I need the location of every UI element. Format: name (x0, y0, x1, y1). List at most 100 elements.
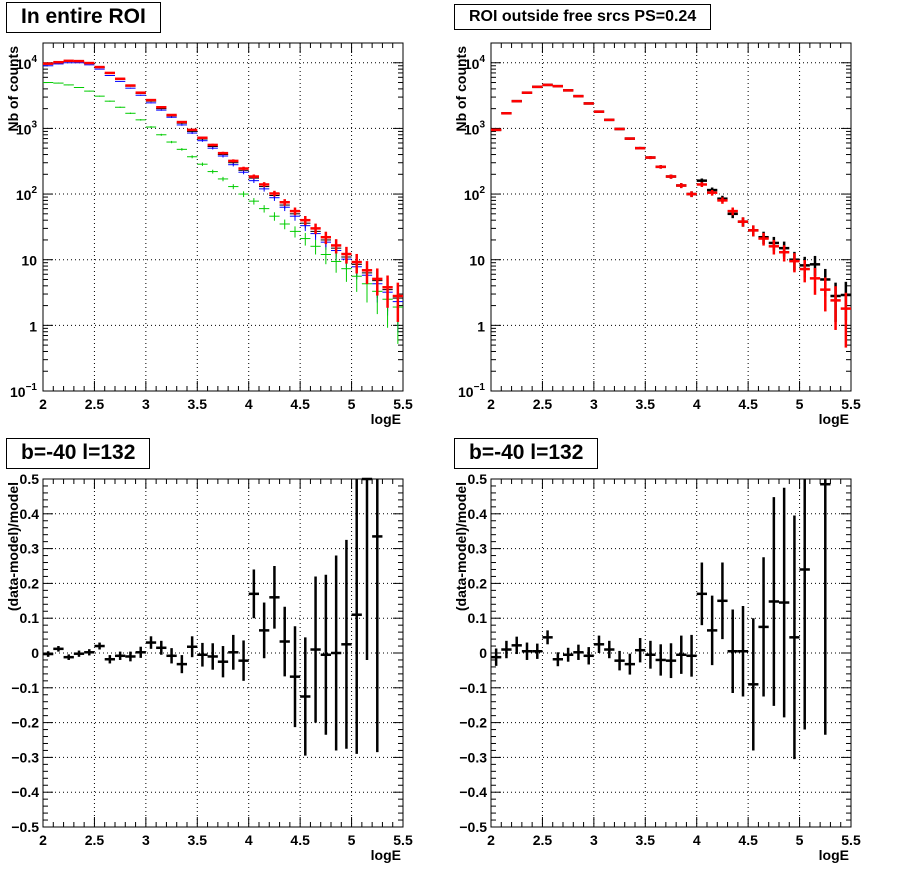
data-point (392, 282, 403, 322)
y-tick-label: 10−1 (458, 382, 485, 400)
data-point (43, 82, 54, 84)
data-point (166, 113, 177, 117)
data-series (491, 479, 831, 760)
data-point (583, 647, 594, 665)
data-point (115, 80, 126, 82)
data-point (624, 653, 635, 675)
y-tick-label: 103 (16, 119, 38, 137)
data-point (259, 205, 270, 213)
data-point (686, 191, 697, 198)
x-axis-label: logE (371, 847, 401, 863)
data-point (341, 539, 352, 749)
y-tick-label: −0.4 (459, 784, 487, 800)
data-point (768, 239, 779, 255)
data-point (351, 479, 362, 754)
data-point (758, 557, 769, 697)
data-point (84, 649, 95, 656)
x-tick-label: 2.5 (85, 396, 105, 412)
x-tick-label: 2.5 (533, 396, 553, 412)
data-point (207, 169, 218, 174)
data-series (491, 83, 851, 322)
x-tick-label: 2.5 (85, 832, 105, 848)
data-point (145, 98, 157, 102)
data-point (501, 640, 512, 659)
data-point (331, 253, 342, 273)
data-point (94, 65, 105, 69)
y-tick-label: −0.2 (459, 715, 487, 731)
data-point (279, 219, 290, 230)
data-point (125, 651, 136, 662)
data-point (686, 634, 697, 677)
data-point (279, 199, 290, 206)
data-point (820, 277, 831, 312)
data-point (676, 183, 687, 189)
data-point (789, 515, 800, 760)
data-point (604, 640, 615, 659)
data-point (696, 182, 707, 187)
y-tick-label: 1 (29, 318, 37, 334)
y-tick-label: −0.5 (459, 819, 487, 835)
data-point (145, 102, 157, 104)
data-point (289, 626, 301, 728)
x-axis-label: logE (819, 411, 849, 427)
data-point (125, 84, 136, 87)
data-point (228, 159, 239, 163)
data-point (727, 609, 738, 694)
x-tick-label: 2 (39, 396, 47, 412)
data-point (696, 562, 707, 626)
x-tick-label: 5.5 (393, 396, 413, 412)
data-series (491, 83, 851, 348)
x-tick-label: 5 (796, 832, 804, 848)
x-tick-label: 3.5 (636, 396, 656, 412)
data-point (279, 606, 290, 677)
x-axis-label: logE (819, 847, 849, 863)
x-tick-label: 3.5 (188, 396, 208, 412)
data-point (197, 642, 208, 667)
y-tick-label: 0.1 (20, 610, 40, 626)
data-point (176, 148, 187, 151)
x-tick-label: 4 (245, 832, 253, 848)
data-point (768, 497, 779, 706)
data-point (94, 95, 105, 97)
x-tick-label: 4 (693, 396, 701, 412)
data-point (542, 83, 553, 87)
data-point (593, 635, 605, 653)
data-point (94, 68, 105, 70)
data-point (604, 118, 615, 122)
x-tick-label: 3 (590, 396, 598, 412)
data-point (176, 120, 187, 124)
data-point (104, 74, 115, 76)
data-point (341, 246, 352, 264)
data-point (156, 106, 167, 109)
data-series (43, 59, 403, 322)
data-point (491, 128, 502, 132)
data-point (361, 477, 373, 660)
data-point (511, 636, 522, 655)
data-point (593, 110, 605, 113)
data-point (320, 231, 331, 245)
data-point (665, 643, 677, 679)
y-tick-label: −0.3 (11, 749, 39, 765)
x-tick-label: 4 (693, 832, 701, 848)
x-tick-label: 4.5 (738, 832, 758, 848)
data-point (187, 128, 198, 132)
y-tick-label: 0.5 (468, 471, 488, 487)
data-point (104, 71, 115, 75)
data-point (372, 479, 383, 753)
data-point (779, 487, 790, 718)
x-tick-label: 2 (39, 832, 47, 848)
data-point (665, 174, 677, 179)
plot-frame (42, 42, 404, 392)
y-tick-label: 1 (477, 318, 485, 334)
data-point (707, 595, 718, 666)
y-tick-label: 0.2 (468, 575, 488, 591)
y-tick-label: −0.5 (11, 819, 39, 835)
data-point (361, 261, 373, 284)
data-point (289, 226, 301, 238)
y-tick-label: 0.3 (468, 541, 488, 557)
data-point (63, 59, 74, 63)
